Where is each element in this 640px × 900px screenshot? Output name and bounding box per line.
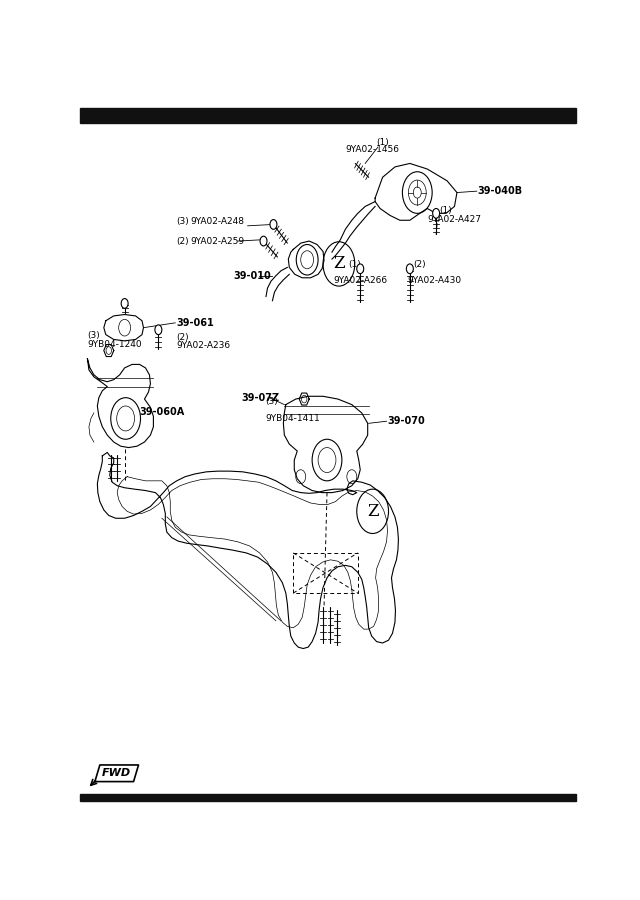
Text: 9YA02-A248: 9YA02-A248 [190, 217, 244, 226]
Text: 39-061: 39-061 [177, 318, 214, 328]
Text: (2): (2) [177, 237, 189, 246]
Circle shape [155, 325, 162, 335]
Text: 9YA02-A236: 9YA02-A236 [177, 341, 231, 350]
Text: 39-040B: 39-040B [478, 186, 523, 196]
Text: 39-010: 39-010 [234, 271, 271, 281]
Text: (2): (2) [413, 260, 426, 269]
Text: (1): (1) [376, 138, 389, 147]
Circle shape [406, 264, 413, 274]
Bar [80, 794, 576, 801]
Text: 9YA02-A427: 9YA02-A427 [428, 215, 481, 224]
Circle shape [121, 299, 128, 309]
Bar [80, 108, 576, 123]
Circle shape [260, 236, 267, 246]
Text: Z: Z [367, 503, 378, 520]
Text: (3): (3) [265, 397, 278, 406]
Text: (1): (1) [348, 260, 360, 269]
Text: 9YA02-A266: 9YA02-A266 [333, 276, 387, 285]
Text: 9YA02-A430: 9YA02-A430 [408, 276, 461, 285]
Text: (3): (3) [88, 331, 100, 340]
Text: 9YA02-1456: 9YA02-1456 [346, 146, 399, 155]
Text: 9YA02-A259: 9YA02-A259 [190, 237, 244, 246]
Text: (3): (3) [177, 217, 189, 226]
Text: 9YB04-1240: 9YB04-1240 [88, 340, 142, 349]
Text: (2): (2) [177, 333, 189, 342]
Text: Z: Z [333, 256, 345, 273]
Text: FWD: FWD [102, 769, 131, 778]
Circle shape [270, 220, 277, 230]
Text: 39-060A: 39-060A [140, 407, 185, 417]
Text: 9YB04-1411: 9YB04-1411 [265, 414, 320, 423]
Circle shape [433, 209, 440, 218]
Text: 39-070: 39-070 [388, 416, 425, 427]
Text: 39-07Z: 39-07Z [241, 392, 279, 402]
Text: (1): (1) [440, 206, 452, 215]
Circle shape [356, 264, 364, 274]
